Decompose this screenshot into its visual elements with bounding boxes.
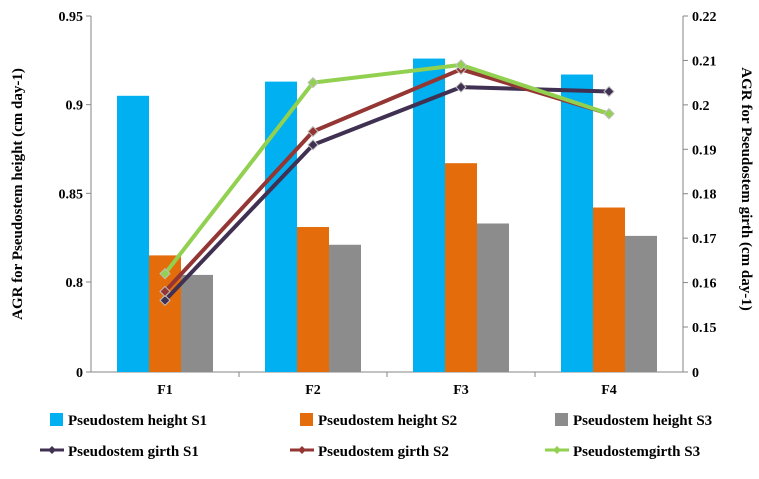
point-pseudostem-girth-s1 <box>455 81 467 93</box>
left-tick-label: 0.85 <box>59 187 84 202</box>
legend-swatch <box>555 413 568 426</box>
right-tick-label: 0.21 <box>692 54 717 69</box>
x-tick-label: F3 <box>453 383 469 398</box>
left-tick-label: 0.8 <box>66 276 84 291</box>
bar-pseudostem-height-s1 <box>413 58 445 373</box>
right-tick-label: 0.18 <box>692 188 717 203</box>
left-tick-label: 0.95 <box>59 10 84 25</box>
legend-marker <box>298 446 306 454</box>
right-tick-label: 0.22 <box>692 10 717 25</box>
point-pseudostemgirth-s3 <box>455 59 467 71</box>
x-tick-label: F2 <box>305 383 321 398</box>
legend-label: Pseudostem girth S2 <box>318 444 449 460</box>
left-tick-label: 0.9 <box>66 99 84 114</box>
legend-label: Pseudostem height S3 <box>573 413 712 429</box>
bar-pseudostem-height-s2 <box>445 163 477 372</box>
right-tick-label: 0.2 <box>692 99 710 114</box>
legend-label: Pseudostem girth S1 <box>68 444 199 460</box>
point-pseudostem-girth-s1 <box>307 139 319 151</box>
point-pseudostem-girth-s1 <box>603 85 615 98</box>
line-pseudostemgirth-s3 <box>163 62 610 275</box>
tick-labels: 0 0.8 0.85 0.9 0.95 0 0.15 0.16 0.17 0.18 0.19 0.2 0… <box>59 10 717 398</box>
bar-pseudostem-height-s3 <box>477 223 509 372</box>
left-axis-title: AGR for Pseudostem height (cm day-1) <box>10 68 26 320</box>
point-pseudostem-girth-s2 <box>159 285 171 298</box>
bars <box>117 58 657 373</box>
legend-marker <box>48 446 56 454</box>
bar-pseudostem-height-s2 <box>297 227 329 372</box>
line-pseudostem-girth-s2 <box>163 67 610 293</box>
bar-pseudostem-height-s1 <box>265 81 297 372</box>
right-tick-label: 0.15 <box>692 321 717 336</box>
right-axis-title: AGR for Pseudostem girth (cm day-1) <box>738 67 754 310</box>
bar-pseudostem-height-s1 <box>561 74 593 373</box>
legend-marker <box>553 446 561 454</box>
point-pseudostemgirth-s3 <box>603 108 615 120</box>
point-pseudostemgirth-s3 <box>159 267 171 280</box>
right-tick-label: 0 <box>692 366 699 381</box>
x-tick-label: F1 <box>157 383 173 398</box>
bar-pseudostem-height-s3 <box>181 274 213 372</box>
legend-label: Pseudostem height S1 <box>68 413 207 429</box>
x-tick-label: F4 <box>601 383 617 398</box>
bar-pseudostem-height-s2 <box>593 207 625 372</box>
bar-pseudostem-height-s3 <box>625 235 657 372</box>
point-pseudostem-girth-s1 <box>159 294 171 307</box>
right-tick-label: 0.19 <box>692 143 717 158</box>
line-pseudostem-girth-s1 <box>163 85 610 302</box>
legend-label: Pseudostem height S2 <box>318 413 457 429</box>
lines <box>159 59 615 307</box>
left-tick-label: 0 <box>76 366 83 381</box>
right-tick-label: 0.17 <box>692 232 717 247</box>
legend-swatch <box>50 413 63 426</box>
point-pseudostemgirth-s3 <box>307 76 319 89</box>
right-tick-label: 0.16 <box>692 277 717 292</box>
bar-pseudostem-height-s1 <box>117 95 149 373</box>
legend-swatch <box>300 413 313 426</box>
point-pseudostem-girth-s2 <box>307 125 319 138</box>
legend: Pseudostem height S1 Pseudostem height S2… <box>40 413 712 460</box>
legend-label: Pseudostemgirth S3 <box>573 444 700 460</box>
bar-pseudostem-height-s3 <box>329 244 361 372</box>
